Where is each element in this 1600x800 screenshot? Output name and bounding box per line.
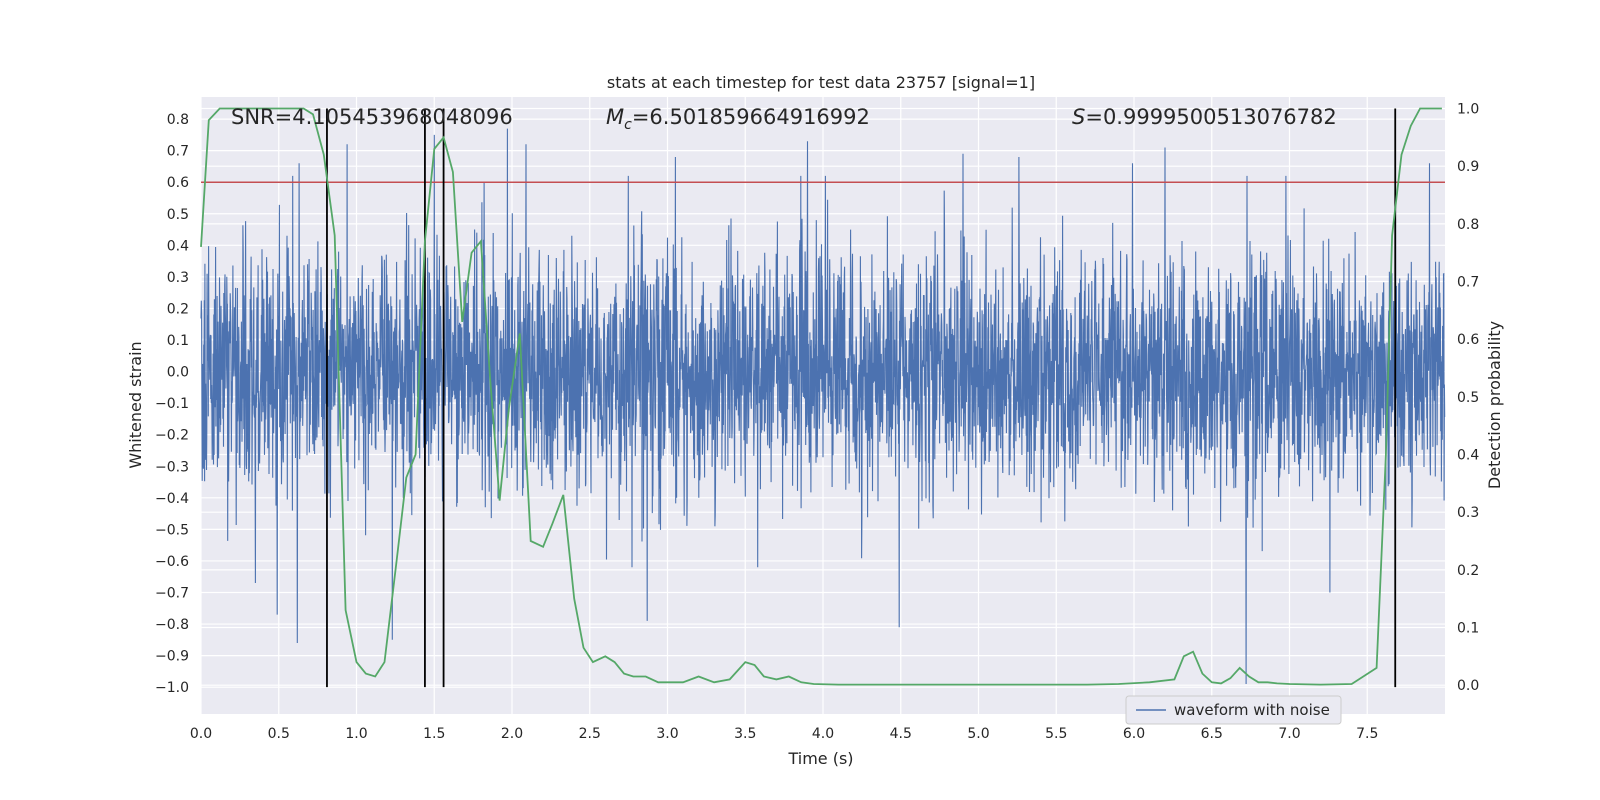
tick-labels: 0.0 0.5 1.0 1.5 2.0 2.5 3.0 3.5 4.0 4.5 5.0 5.5 6.0 6… — [155, 102, 1479, 742]
y-tick-label: −0.9 — [155, 649, 189, 665]
x-axis-label: Time (s) — [787, 749, 853, 768]
chart-title: stats at each timestep for test data 237… — [607, 73, 1035, 92]
y-axis-label: Whitened strain — [126, 341, 145, 468]
waveform-line — [200, 128, 1446, 685]
x-tick-label: 1.5 — [423, 726, 445, 742]
probability-series — [200, 107, 1442, 686]
x-tick-label: 2.5 — [579, 726, 601, 742]
x-tick-label: 5.5 — [1045, 726, 1067, 742]
chirp-mass-symbol: M — [606, 105, 624, 129]
y-tick-label: −0.3 — [155, 459, 189, 475]
y-tick-label: 0.3 — [167, 270, 189, 286]
snr-annotation: SNR=4.105453968048096 — [231, 105, 513, 129]
legend-label-waveform: waveform with noise — [1174, 701, 1330, 719]
score-value: =0.9999500513076782 — [1085, 105, 1336, 129]
y-tick-label: −0.8 — [155, 617, 189, 633]
legend-box — [1125, 695, 1342, 725]
waveform-series — [200, 128, 1446, 685]
y2-tick-label: 0.0 — [1457, 678, 1479, 694]
y-tick-label: 0.4 — [167, 238, 189, 254]
y-tick-label: −0.1 — [155, 396, 189, 412]
y2-tick-label: 0.4 — [1457, 448, 1479, 464]
y-tick-label: 0.7 — [167, 144, 189, 160]
y2-tick-label: 0.8 — [1457, 217, 1479, 233]
chirp-mass-value: =6.501859664916992 — [632, 105, 870, 129]
y2-tick-label: 0.3 — [1457, 505, 1479, 521]
y-tick-label: 0.1 — [167, 333, 189, 349]
x-tick-label: 3.5 — [734, 726, 756, 742]
y-tick-label: −0.6 — [155, 554, 189, 570]
y-tick-label: −0.7 — [155, 585, 189, 601]
y2-tick-label: 1.0 — [1457, 102, 1479, 118]
y-tick-label: −1.0 — [155, 680, 189, 696]
x-tick-label: 4.5 — [890, 726, 912, 742]
score-annotation: S=0.9999500513076782 — [1072, 105, 1337, 129]
x-tick-label: 1.0 — [345, 726, 367, 742]
y2-tick-label: 0.7 — [1457, 275, 1479, 291]
y-tick-label: −0.2 — [155, 428, 189, 444]
x-tick-label: 7.0 — [1278, 726, 1300, 742]
x-tick-label: 3.0 — [656, 726, 678, 742]
x-tick-label: 4.0 — [812, 726, 834, 742]
grid-layer — [200, 97, 1445, 714]
y-tick-label: 0.2 — [167, 301, 189, 317]
y-tick-label: −0.4 — [155, 491, 189, 507]
legend: waveform with noise — [1125, 695, 1342, 725]
y-tick-label: 0.0 — [167, 365, 189, 381]
y2-axis-label: Detection probability — [1485, 321, 1504, 489]
y2-tick-label: 0.2 — [1457, 563, 1479, 579]
y2-tick-label: 0.6 — [1457, 332, 1479, 348]
x-tick-label: 0.0 — [190, 726, 212, 742]
y2-tick-label: 0.5 — [1457, 390, 1479, 406]
chirp-mass-subscript: c — [624, 117, 632, 133]
x-tick-label: 7.5 — [1356, 726, 1378, 742]
x-tick-label: 0.5 — [268, 726, 290, 742]
probability-line — [200, 107, 1442, 686]
y-tick-label: 0.8 — [167, 112, 189, 128]
y2-tick-label: 0.9 — [1457, 159, 1479, 175]
y-tick-label: 0.6 — [167, 175, 189, 191]
chirp-mass-annotation: Mc=6.501859664916992 — [606, 105, 870, 133]
x-tick-label: 6.5 — [1201, 726, 1223, 742]
y2-tick-label: 0.1 — [1457, 621, 1479, 637]
y-tick-label: −0.5 — [155, 522, 189, 538]
y-tick-label: 0.5 — [167, 207, 189, 223]
x-tick-label: 2.0 — [501, 726, 523, 742]
x-tick-label: 6.0 — [1123, 726, 1145, 742]
x-tick-label: 5.0 — [967, 726, 989, 742]
score-symbol: S — [1072, 105, 1085, 129]
